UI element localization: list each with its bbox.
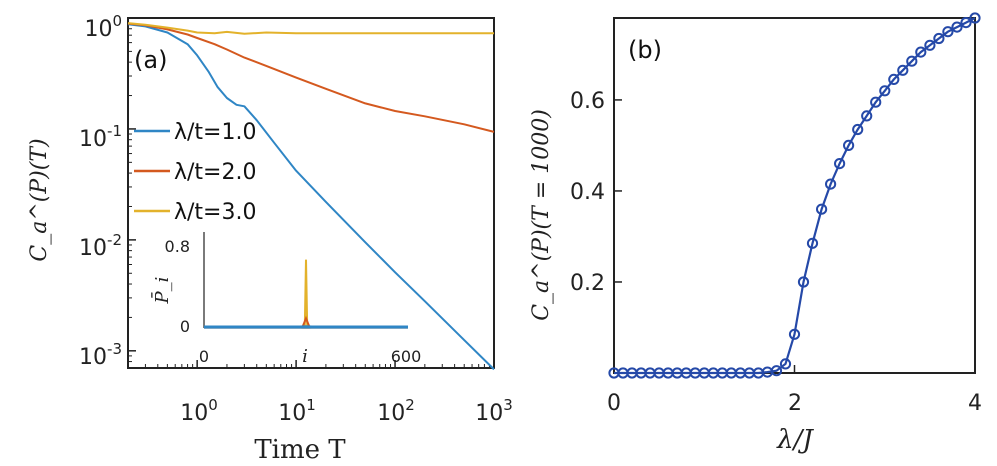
- a-xtick-label-3: 103: [475, 396, 513, 426]
- b-point-38: [951, 21, 963, 33]
- b-point-30: [879, 85, 891, 97]
- legend-label-2: λ/t=2.0: [174, 160, 256, 185]
- b-point-40: [969, 12, 981, 24]
- b-ytick-label-1: 0.4: [570, 180, 605, 205]
- b-point-32: [897, 64, 909, 76]
- b-point-25: [834, 158, 846, 170]
- panel-a: 100 101 102 103 100 10-1 10-2 10-3 Time …: [27, 12, 513, 465]
- a-ytick-label-0: 100: [84, 12, 122, 42]
- b-xtick-label-1: 2: [788, 391, 802, 416]
- inset-xlabel: i: [302, 346, 308, 367]
- inset-ylabel: P̄_i: [150, 277, 173, 305]
- b-point-27: [852, 123, 864, 136]
- inset-xtick-right: 600: [391, 347, 422, 366]
- inset-ytick-top: 0.8: [165, 237, 190, 256]
- b-point-34: [915, 46, 927, 58]
- b-point-26: [843, 139, 855, 151]
- b-xtick-label-0: 0: [607, 391, 621, 416]
- inset-plot: [203, 232, 408, 329]
- legend-label-1: λ/t=1.0: [174, 120, 256, 145]
- a-xtick-label-0: 100: [180, 396, 218, 426]
- b-xlabel: λ/J: [776, 425, 814, 455]
- a-series-line-2: [127, 22, 495, 133]
- b-point-31: [888, 73, 900, 86]
- b-point-24: [825, 178, 837, 190]
- b-ytick-label-0: 0.2: [570, 271, 605, 296]
- panel-b-axes-frame: [613, 17, 976, 374]
- b-xtick-label-2: 4: [968, 391, 982, 416]
- b-point-35: [924, 39, 936, 51]
- b-ytick-label-2: 0.6: [570, 89, 605, 114]
- a-ytick-label-3: 10-3: [79, 340, 122, 370]
- b-panel-label: (b): [628, 36, 662, 64]
- a-xtick-label-1: 101: [278, 396, 316, 426]
- b-point-33: [906, 55, 918, 67]
- inset-ytick-bottom: 0: [180, 317, 190, 336]
- b-point-37: [942, 26, 954, 38]
- inset-xtick-left: 0: [199, 347, 209, 366]
- b-point-18: [770, 365, 783, 377]
- legend-label-3: λ/t=3.0: [174, 200, 256, 225]
- b-point-21: [797, 276, 810, 288]
- b-point-36: [933, 32, 945, 45]
- a-xlabel: Time T: [254, 435, 346, 465]
- panel-b: 0 2 4 0.2 0.4 0.6 λ/J C_a^(P)(T = 1000) …: [529, 12, 982, 455]
- b-point-23: [816, 203, 828, 215]
- a-panel-label: (a): [134, 46, 167, 74]
- b-point-22: [806, 237, 819, 249]
- a-legend: λ/t=1.0 λ/t=2.0 λ/t=3.0: [134, 120, 256, 225]
- b-ylabel: C_a^(P)(T = 1000): [529, 109, 554, 321]
- a-series-line-1: [127, 23, 495, 371]
- panel-a-series: [127, 22, 495, 371]
- b-point-29: [870, 96, 882, 108]
- a-xtick-label-2: 102: [377, 396, 415, 426]
- panel-b-series: [608, 12, 981, 379]
- b-point-20: [788, 328, 801, 340]
- b-point-19: [779, 358, 792, 370]
- b-point-39: [960, 17, 972, 29]
- a-inset: 0.8 0 0 600 i P̄_i: [150, 232, 422, 367]
- a-ytick-label-2: 10-2: [79, 231, 122, 261]
- a-series-line-3: [127, 22, 494, 35]
- a-ylabel: C_a^(P)(T): [27, 138, 52, 261]
- b-point-28: [861, 110, 873, 122]
- a-ytick-label-1: 10-1: [79, 122, 122, 152]
